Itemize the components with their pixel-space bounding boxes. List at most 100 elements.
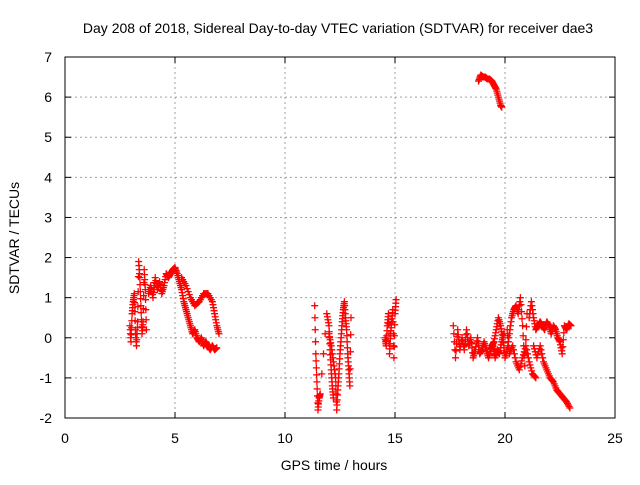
- data-point: [527, 364, 535, 372]
- ticks-layer: 0 5 10 15 20 25 -2 -1 0 1 2 3 4 5 6 7: [40, 49, 623, 446]
- data-point: [509, 342, 517, 350]
- data-point: [312, 338, 320, 346]
- data-point: [503, 326, 511, 334]
- data-point: [343, 326, 351, 334]
- data-series: [381, 296, 400, 362]
- y-tick-label: 6: [44, 89, 52, 105]
- x-tick-label: 20: [497, 430, 513, 446]
- data-point: [185, 291, 193, 299]
- data-point: [567, 322, 575, 330]
- data-point: [559, 343, 567, 351]
- y-axis-label: SDTVAR / TECUs: [6, 182, 22, 294]
- data-point: [213, 344, 221, 352]
- data-point: [311, 326, 319, 334]
- data-point: [522, 342, 530, 350]
- points-layer: [126, 71, 575, 414]
- data-point: [142, 316, 150, 324]
- data-point: [510, 346, 518, 354]
- data-point: [537, 346, 545, 354]
- data-point: [521, 345, 529, 353]
- x-tick-label: 0: [61, 430, 69, 446]
- data-point: [127, 331, 135, 339]
- data-point: [563, 399, 571, 407]
- data-point: [313, 371, 321, 379]
- data-point: [343, 338, 351, 346]
- x-axis-label: GPS time / hours: [281, 457, 388, 473]
- x-tick-label: 5: [171, 430, 179, 446]
- data-point: [391, 321, 399, 329]
- data-point: [452, 354, 459, 362]
- data-point: [519, 322, 527, 330]
- x-tick-label: 10: [277, 430, 293, 446]
- data-point: [524, 350, 532, 358]
- data-point: [137, 309, 145, 317]
- data-point: [530, 342, 538, 350]
- data-point: [130, 290, 138, 298]
- data-point: [510, 350, 518, 358]
- data-point: [558, 350, 566, 358]
- data-point: [142, 296, 150, 304]
- data-point: [389, 318, 397, 326]
- data-point: [346, 365, 354, 373]
- y-tick-label: 1: [44, 290, 52, 306]
- data-point: [517, 360, 525, 368]
- data-point: [215, 330, 223, 338]
- y-tick-label: 4: [44, 169, 52, 185]
- data-point: [134, 303, 142, 311]
- data-series: [525, 298, 575, 358]
- data-point: [346, 382, 354, 390]
- data-point: [142, 306, 150, 314]
- y-tick-label: -1: [40, 370, 53, 386]
- data-point: [320, 350, 327, 358]
- data-point: [522, 323, 530, 331]
- data-point: [311, 314, 319, 322]
- data-series: [475, 71, 506, 111]
- data-point: [313, 385, 321, 393]
- plot-frame: [64, 56, 616, 419]
- data-point: [534, 351, 542, 359]
- data-point: [325, 322, 333, 330]
- data-point: [452, 347, 460, 355]
- y-tick-label: 5: [44, 129, 52, 145]
- data-point: [343, 332, 351, 340]
- data-point: [311, 302, 319, 310]
- data-point: [312, 350, 320, 358]
- data-series: [145, 264, 221, 354]
- data-point: [137, 295, 145, 303]
- data-point: [313, 378, 321, 386]
- data-point: [316, 390, 324, 398]
- data-point: [522, 336, 530, 344]
- data-point: [136, 274, 144, 282]
- data-point: [318, 370, 326, 378]
- x-tick-label: 25: [607, 430, 623, 446]
- data-point: [516, 294, 524, 302]
- data-point: [528, 367, 536, 375]
- data-point: [390, 354, 398, 362]
- chart-title: Day 208 of 2018, Sidereal Day-to-day VTE…: [83, 20, 593, 36]
- data-series: [325, 298, 355, 414]
- data-point: [504, 338, 512, 346]
- data-point: [182, 282, 190, 290]
- data-series: [126, 258, 150, 350]
- data-point: [449, 322, 457, 330]
- data-point: [347, 314, 355, 322]
- data-point: [564, 401, 572, 409]
- data-series: [530, 342, 574, 412]
- data-series: [503, 326, 540, 382]
- y-tick-label: 7: [44, 49, 52, 65]
- data-point: [515, 366, 523, 374]
- data-point: [184, 288, 192, 296]
- data-point: [518, 357, 526, 365]
- data-point: [523, 346, 531, 354]
- data-point: [332, 390, 340, 398]
- data-point: [563, 398, 571, 406]
- data-point: [566, 404, 574, 412]
- data-point: [519, 332, 527, 340]
- data-point: [134, 273, 142, 281]
- data-point: [346, 348, 354, 356]
- data-point: [498, 103, 506, 111]
- data-point: [518, 315, 526, 323]
